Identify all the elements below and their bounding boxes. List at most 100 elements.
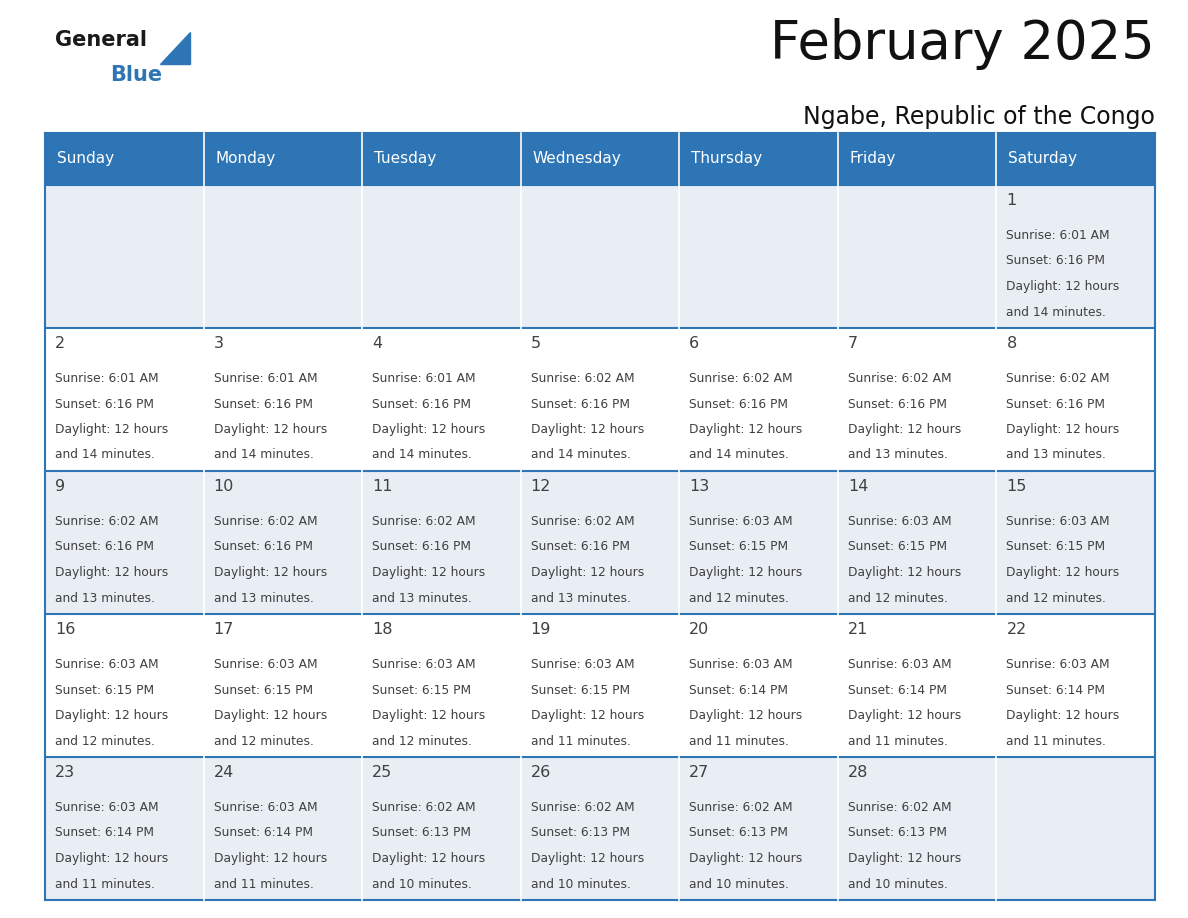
Text: and 13 minutes.: and 13 minutes. [372,591,472,604]
Bar [203,328,362,471]
Bar [362,328,520,471]
Text: Sunrise: 6:03 AM: Sunrise: 6:03 AM [55,801,159,814]
Bar [362,185,520,328]
Text: Daylight: 12 hours: Daylight: 12 hours [55,852,169,865]
Text: Daylight: 12 hours: Daylight: 12 hours [372,566,486,579]
Text: and 11 minutes.: and 11 minutes. [689,734,789,747]
Text: Sunset: 6:16 PM: Sunset: 6:16 PM [531,541,630,554]
Text: 24: 24 [214,765,234,780]
Text: and 14 minutes.: and 14 minutes. [1006,306,1106,319]
Text: Sunrise: 6:01 AM: Sunrise: 6:01 AM [1006,229,1110,242]
Polygon shape [160,32,190,64]
Text: and 10 minutes.: and 10 minutes. [372,878,472,890]
Bar [45,614,203,757]
Bar [45,471,203,614]
Bar [520,614,680,757]
Text: and 14 minutes.: and 14 minutes. [372,449,472,462]
Bar [520,757,680,900]
Text: Daylight: 12 hours: Daylight: 12 hours [1006,423,1119,436]
Bar [838,757,997,900]
Text: Sunset: 6:16 PM: Sunset: 6:16 PM [689,397,789,410]
Text: Daylight: 12 hours: Daylight: 12 hours [848,423,961,436]
Text: and 13 minutes.: and 13 minutes. [1006,449,1106,462]
Text: February 2025: February 2025 [770,18,1155,70]
Bar [362,471,520,614]
Text: Daylight: 12 hours: Daylight: 12 hours [531,709,644,722]
Bar [838,471,997,614]
Text: 6: 6 [689,336,700,351]
Text: and 14 minutes.: and 14 minutes. [214,449,314,462]
Text: Daylight: 12 hours: Daylight: 12 hours [55,566,169,579]
Bar [362,757,520,900]
Text: Daylight: 12 hours: Daylight: 12 hours [214,566,327,579]
Text: and 11 minutes.: and 11 minutes. [848,734,948,747]
Text: Sunrise: 6:02 AM: Sunrise: 6:02 AM [1006,372,1110,385]
Bar [520,328,680,471]
Text: Sunrise: 6:01 AM: Sunrise: 6:01 AM [214,372,317,385]
Text: Sunset: 6:13 PM: Sunset: 6:13 PM [848,826,947,839]
Text: Ngabe, Republic of the Congo: Ngabe, Republic of the Congo [803,105,1155,129]
Text: 5: 5 [531,336,541,351]
Text: Sunset: 6:13 PM: Sunset: 6:13 PM [531,826,630,839]
Text: Sunrise: 6:01 AM: Sunrise: 6:01 AM [55,372,159,385]
Bar [680,185,838,328]
Text: and 10 minutes.: and 10 minutes. [531,878,631,890]
Text: Sunset: 6:16 PM: Sunset: 6:16 PM [55,541,154,554]
Text: Sunset: 6:13 PM: Sunset: 6:13 PM [689,826,789,839]
Text: Daylight: 12 hours: Daylight: 12 hours [848,852,961,865]
Text: 9: 9 [55,479,65,494]
Text: Sunset: 6:15 PM: Sunset: 6:15 PM [214,684,312,697]
Bar [203,757,362,900]
Bar [997,185,1155,328]
Bar [997,471,1155,614]
Bar [520,185,680,328]
Text: Sunrise: 6:02 AM: Sunrise: 6:02 AM [372,515,475,528]
Text: and 11 minutes.: and 11 minutes. [55,878,154,890]
Text: Sunrise: 6:03 AM: Sunrise: 6:03 AM [372,658,475,671]
Text: Sunrise: 6:03 AM: Sunrise: 6:03 AM [1006,515,1110,528]
Text: Sunrise: 6:03 AM: Sunrise: 6:03 AM [689,515,792,528]
Text: Sunset: 6:14 PM: Sunset: 6:14 PM [1006,684,1105,697]
Text: Daylight: 12 hours: Daylight: 12 hours [214,852,327,865]
Text: Sunrise: 6:02 AM: Sunrise: 6:02 AM [531,801,634,814]
Text: General: General [55,30,147,50]
Text: Sunrise: 6:03 AM: Sunrise: 6:03 AM [1006,658,1110,671]
Text: 25: 25 [372,765,392,780]
Text: Daylight: 12 hours: Daylight: 12 hours [55,423,169,436]
Text: Sunset: 6:15 PM: Sunset: 6:15 PM [372,684,472,697]
Text: and 13 minutes.: and 13 minutes. [55,591,154,604]
Text: Daylight: 12 hours: Daylight: 12 hours [689,709,803,722]
Text: Sunset: 6:16 PM: Sunset: 6:16 PM [1006,254,1105,267]
Text: Sunrise: 6:01 AM: Sunrise: 6:01 AM [372,372,475,385]
Text: Daylight: 12 hours: Daylight: 12 hours [848,709,961,722]
Text: Daylight: 12 hours: Daylight: 12 hours [531,566,644,579]
Text: and 12 minutes.: and 12 minutes. [372,734,472,747]
Text: and 12 minutes.: and 12 minutes. [214,734,314,747]
Text: Daylight: 12 hours: Daylight: 12 hours [55,709,169,722]
Text: and 11 minutes.: and 11 minutes. [531,734,631,747]
Text: Sunrise: 6:02 AM: Sunrise: 6:02 AM [372,801,475,814]
Text: Sunset: 6:16 PM: Sunset: 6:16 PM [214,541,312,554]
Text: 11: 11 [372,479,393,494]
Text: Daylight: 12 hours: Daylight: 12 hours [214,423,327,436]
Bar [680,328,838,471]
Text: and 10 minutes.: and 10 minutes. [848,878,948,890]
Text: Sunrise: 6:03 AM: Sunrise: 6:03 AM [214,801,317,814]
Text: Sunset: 6:14 PM: Sunset: 6:14 PM [848,684,947,697]
Text: Sunrise: 6:02 AM: Sunrise: 6:02 AM [689,801,792,814]
Bar [203,185,362,328]
Text: 7: 7 [848,336,858,351]
Text: and 14 minutes.: and 14 minutes. [531,449,631,462]
Text: 28: 28 [848,765,868,780]
Text: Sunset: 6:14 PM: Sunset: 6:14 PM [214,826,312,839]
Text: Daylight: 12 hours: Daylight: 12 hours [689,852,803,865]
Text: Sunset: 6:16 PM: Sunset: 6:16 PM [848,397,947,410]
Bar [203,471,362,614]
Text: and 14 minutes.: and 14 minutes. [55,449,154,462]
Text: and 13 minutes.: and 13 minutes. [848,449,948,462]
Text: Sunset: 6:16 PM: Sunset: 6:16 PM [1006,397,1105,410]
Text: Sunset: 6:14 PM: Sunset: 6:14 PM [55,826,154,839]
Text: and 14 minutes.: and 14 minutes. [689,449,789,462]
Text: Daylight: 12 hours: Daylight: 12 hours [689,423,803,436]
Text: and 12 minutes.: and 12 minutes. [55,734,154,747]
